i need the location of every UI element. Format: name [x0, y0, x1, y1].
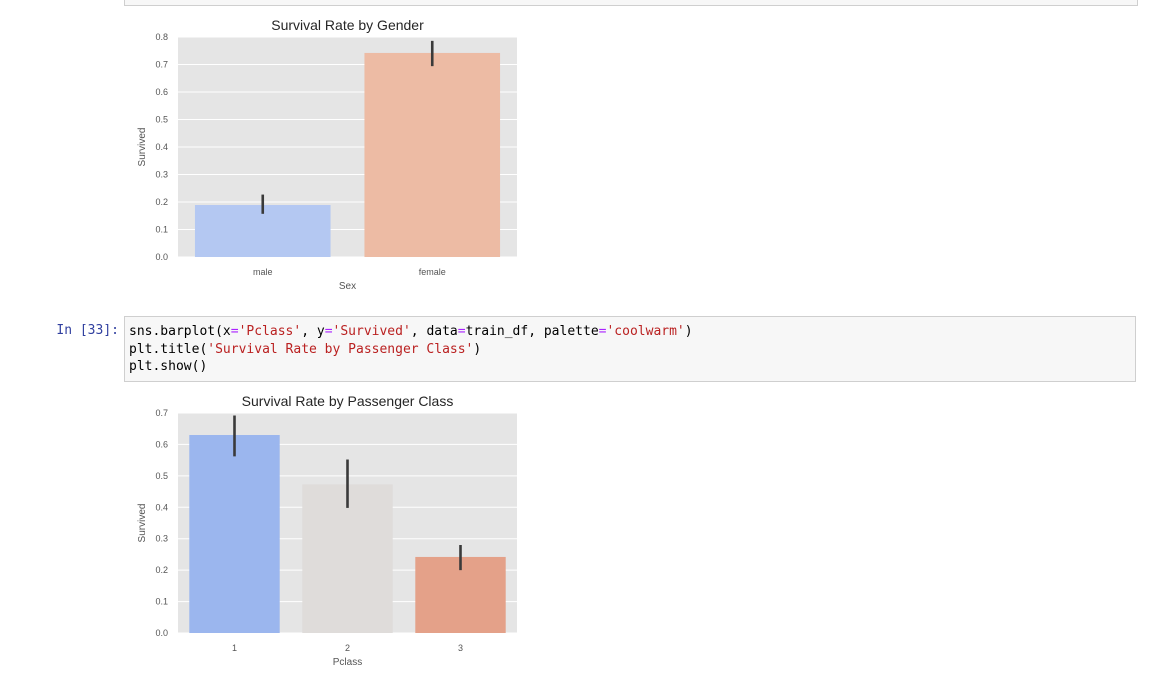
- y-tick-label: 0.2: [155, 565, 168, 575]
- code-token: 'Survival Rate by Passenger Class': [207, 341, 474, 357]
- cell-prompt: In [33]:: [56, 323, 119, 338]
- gender-survival-chart: 0.0 0.1 0.2 0.3 0.4 0.5 0.6 0.7 0.8 male female Sur…: [137, 17, 517, 292]
- x-axis-label: Sex: [339, 281, 356, 292]
- y-axis-label: Survived: [137, 128, 148, 167]
- code-token: plt.show(): [129, 359, 208, 374]
- y-tick-label: 0.5: [155, 115, 168, 125]
- code-line: plt.title('Survival Rate by Passenger Cl…: [129, 341, 693, 359]
- y-tick-label: 0.8: [155, 32, 168, 42]
- code-cell[interactable]: sns.barplot(x='Pclass', y='Survived', da…: [124, 316, 1136, 382]
- y-tick-label: 0.1: [155, 225, 168, 235]
- y-tick-label: 0.1: [155, 597, 168, 607]
- y-tick-label: 0.3: [155, 534, 168, 544]
- previous-cell-bottom-edge: [124, 0, 1138, 6]
- x-tick-label: 2: [345, 643, 350, 653]
- y-tick-label: 0.0: [155, 252, 168, 262]
- bar-2: [302, 484, 393, 633]
- code-token: , data: [410, 324, 458, 339]
- chart-title: Survival Rate by Passenger Class: [242, 393, 454, 409]
- code-token: =: [230, 324, 239, 339]
- x-tick-label: 1: [232, 643, 237, 653]
- x-tick-label: female: [419, 267, 446, 277]
- code-line: plt.show(): [129, 358, 693, 376]
- y-tick-label: 0.6: [155, 439, 168, 449]
- bar-female: [364, 52, 501, 258]
- x-tick-label: male: [253, 267, 273, 277]
- code-token: 'Survived': [332, 324, 411, 339]
- code-token: =: [598, 324, 607, 339]
- code-editor[interactable]: sns.barplot(x='Pclass', y='Survived', da…: [129, 323, 693, 376]
- x-axis-label: Pclass: [333, 657, 362, 668]
- code-line: sns.barplot(x='Pclass', y='Survived', da…: [129, 323, 693, 341]
- code-token: 'coolwarm': [606, 324, 685, 339]
- code-token: train_df, palette: [465, 324, 599, 339]
- y-tick-label: 0.4: [155, 502, 168, 512]
- code-token: sns.barplot(x: [129, 324, 231, 339]
- code-token: plt.title(: [129, 341, 208, 357]
- y-tick-label: 0.5: [155, 471, 168, 481]
- y-tick-label: 0.6: [155, 87, 168, 97]
- y-tick-label: 0.2: [155, 197, 168, 207]
- code-token: 'Pclass': [238, 324, 302, 339]
- y-tick-label: 0.7: [155, 408, 168, 418]
- y-tick-label: 0.3: [155, 170, 168, 180]
- code-token: =: [457, 324, 466, 339]
- code-token: , y: [301, 324, 325, 339]
- bar-1: [189, 435, 280, 633]
- y-tick-label: 0.7: [155, 60, 168, 70]
- code-token: ): [684, 324, 693, 339]
- code-token: ): [473, 341, 482, 357]
- y-tick-label: 0.4: [155, 142, 168, 152]
- y-axis-label: Survived: [137, 504, 148, 543]
- chart-title: Survival Rate by Gender: [271, 17, 424, 33]
- y-tick-label: 0.0: [155, 628, 168, 638]
- x-tick-label: 3: [458, 643, 463, 653]
- code-token: =: [324, 324, 333, 339]
